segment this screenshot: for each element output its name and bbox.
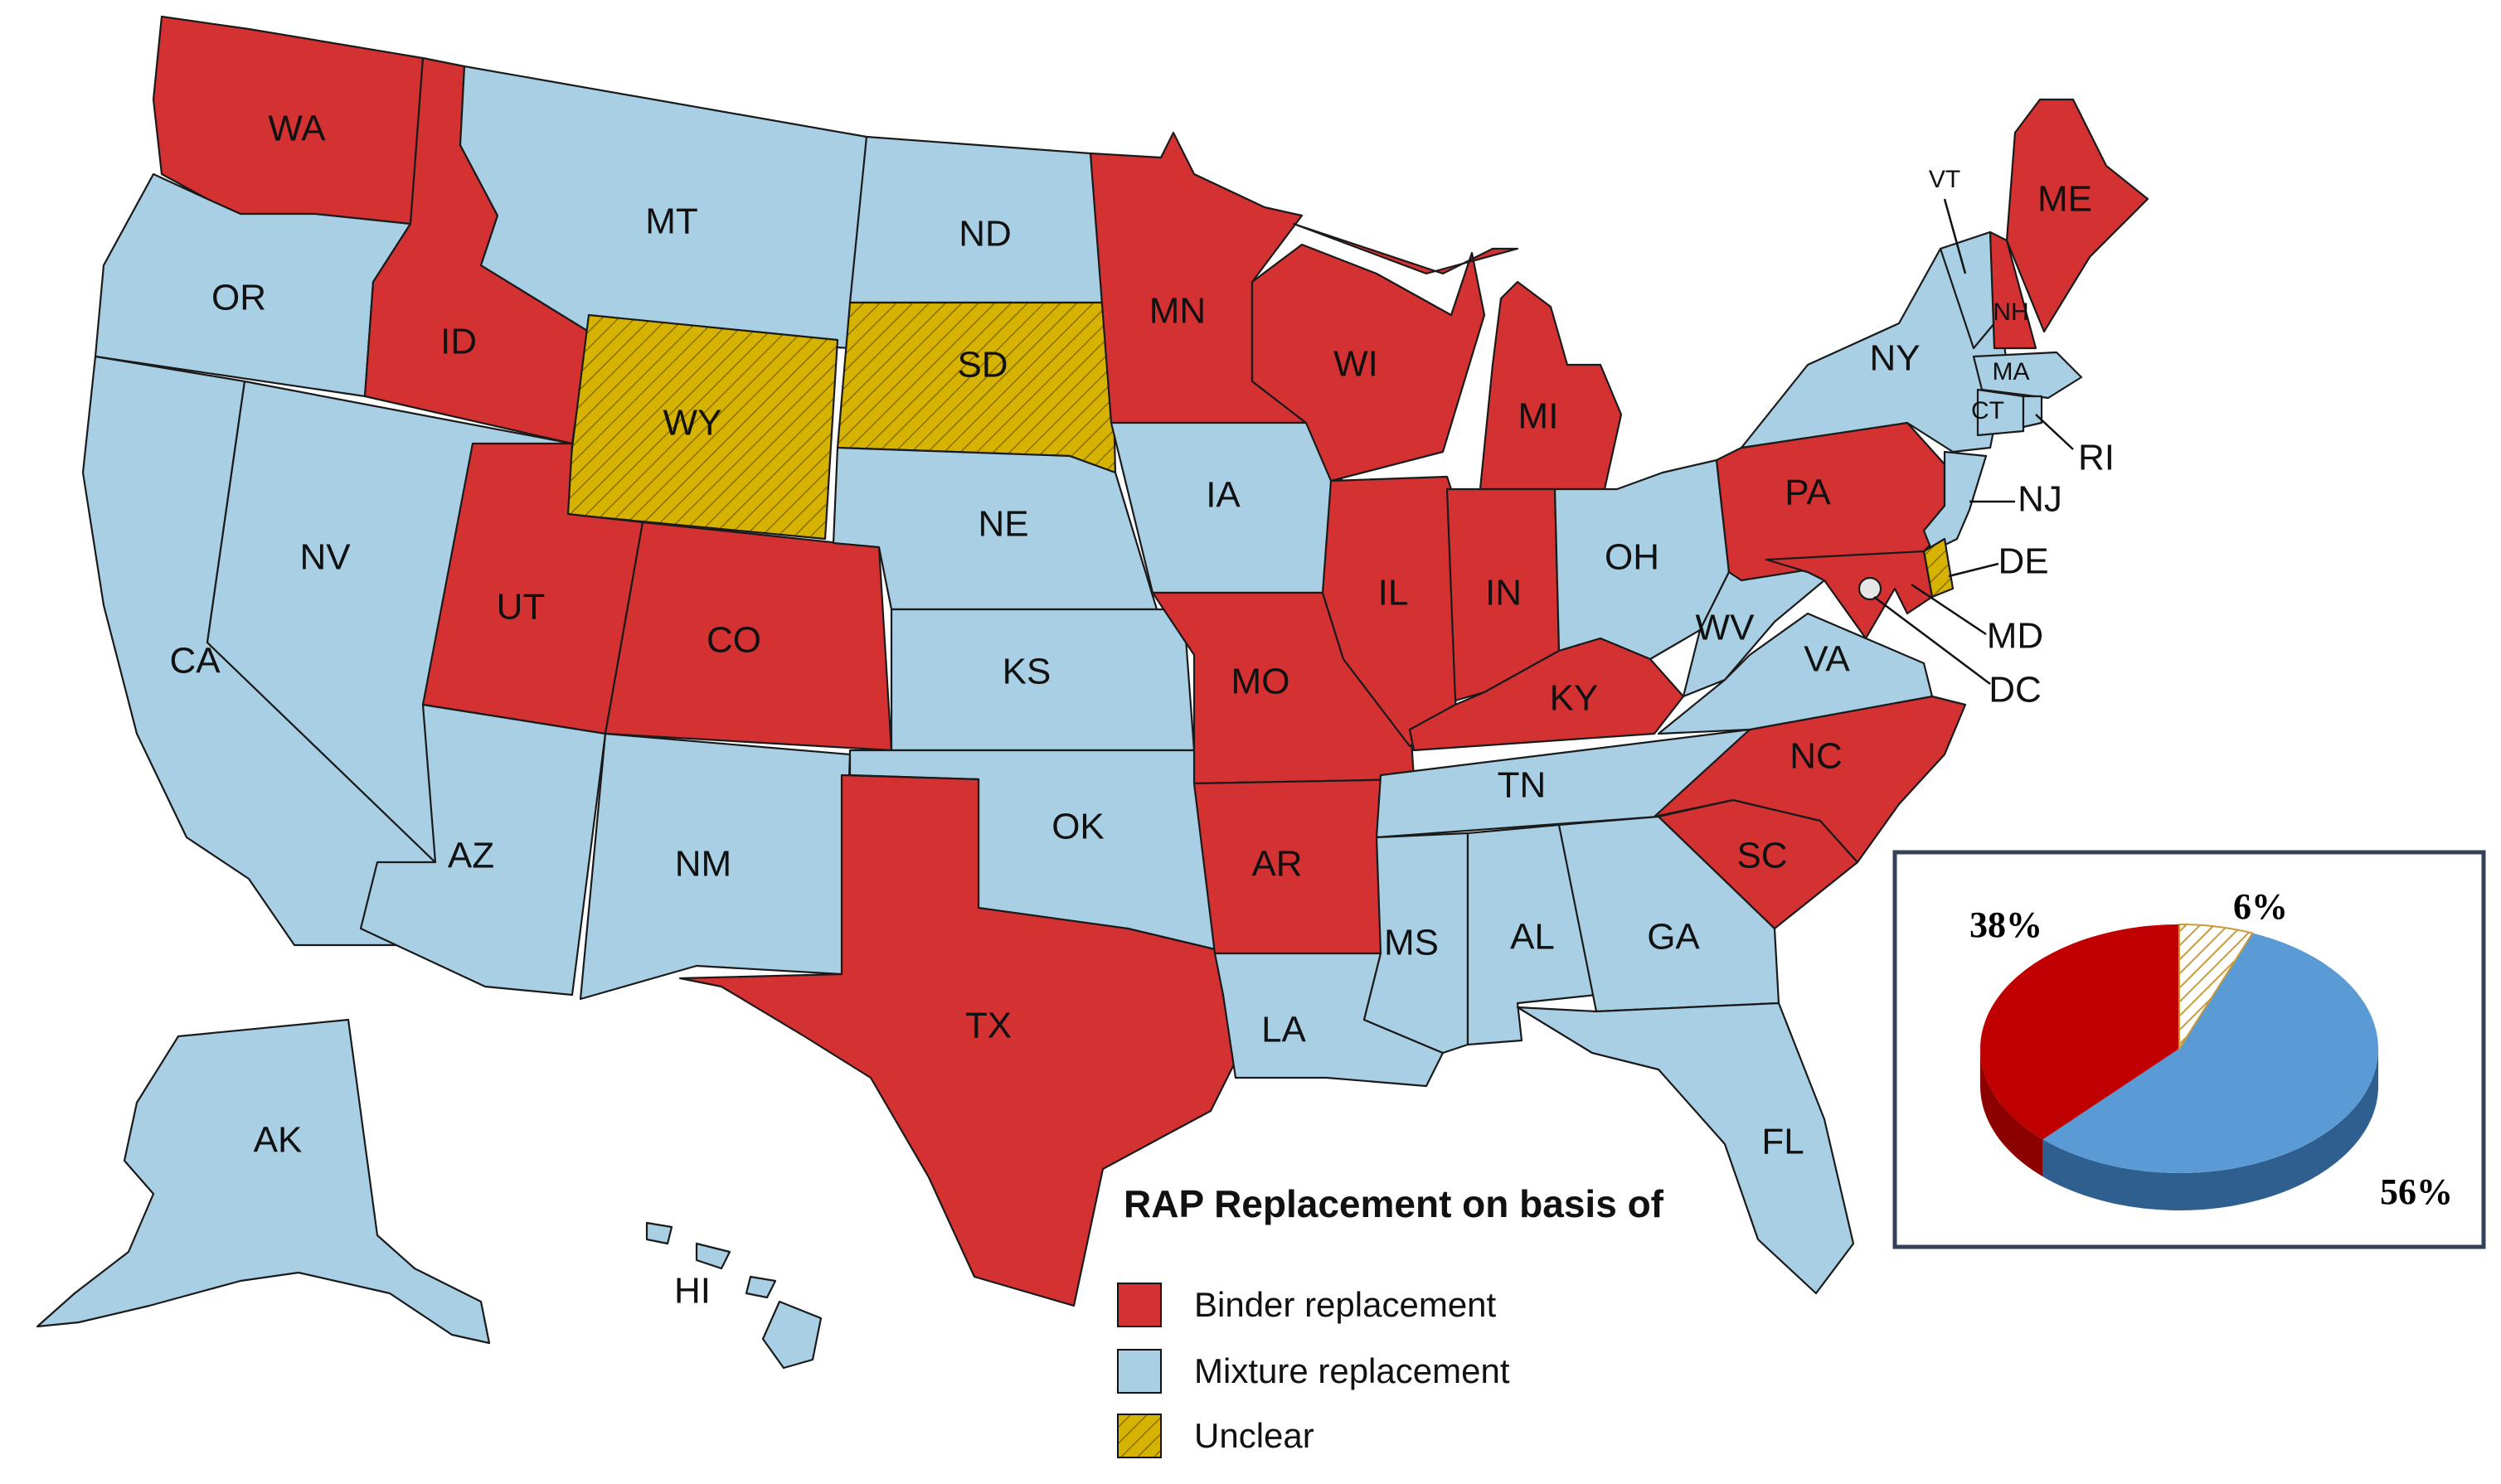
label-NJ: NJ bbox=[2018, 479, 2062, 520]
label-HI: HI bbox=[674, 1271, 711, 1312]
state-MI-upper bbox=[1292, 222, 1519, 275]
state-SD bbox=[836, 301, 1117, 474]
label-IN: IN bbox=[1485, 573, 1522, 613]
label-FL: FL bbox=[1761, 1122, 1804, 1162]
label-KS: KS bbox=[1003, 652, 1051, 692]
label-AK: AK bbox=[254, 1120, 303, 1161]
label-NE: NE bbox=[978, 504, 1028, 545]
label-MS: MS bbox=[1384, 923, 1439, 963]
label-CA: CA bbox=[169, 641, 221, 681]
label-MD: MD bbox=[1987, 616, 2043, 657]
label-WY: WY bbox=[663, 403, 722, 444]
label-ND: ND bbox=[959, 214, 1012, 255]
label-TN: TN bbox=[1498, 765, 1547, 806]
pie-label-mixture: 56% bbox=[2380, 1171, 2453, 1212]
pie-slice-mixture bbox=[2042, 933, 2379, 1174]
legend-label-unclear: Unclear bbox=[1194, 1416, 1314, 1455]
leader-DE bbox=[1948, 562, 1999, 578]
legend-title: RAP Replacement on basis of bbox=[1124, 1182, 1664, 1225]
label-MI: MI bbox=[1518, 396, 1559, 437]
pie-slice-unclear bbox=[2178, 923, 2254, 1052]
label-NV: NV bbox=[299, 537, 351, 578]
label-KY: KY bbox=[1550, 678, 1599, 719]
label-ID: ID bbox=[440, 322, 477, 362]
label-IL: IL bbox=[1378, 573, 1409, 613]
state-KS bbox=[890, 608, 1196, 752]
label-AR: AR bbox=[1251, 844, 1302, 885]
states-layer bbox=[36, 15, 2149, 1370]
label-MT: MT bbox=[645, 201, 698, 242]
pie-side-binder bbox=[1980, 1049, 2043, 1177]
legend-label-binder: Binder replacement bbox=[1194, 1285, 1497, 1324]
leader-DC bbox=[1873, 596, 1991, 685]
label-VT: VT bbox=[1929, 166, 1960, 193]
labels-layer: WA OR CA ID NV MT WY UT CO AZ NM ND SD N… bbox=[169, 109, 2115, 1312]
leader-VT bbox=[1943, 198, 1967, 274]
label-ME: ME bbox=[2037, 179, 2092, 220]
label-CO: CO bbox=[707, 620, 761, 661]
label-OK: OK bbox=[1051, 807, 1105, 847]
label-NY: NY bbox=[1869, 338, 1920, 379]
pie-slice-binder bbox=[1980, 924, 2179, 1140]
label-NH: NH bbox=[1993, 298, 2028, 326]
state-MI bbox=[1479, 280, 1623, 491]
label-RI: RI bbox=[2078, 438, 2115, 478]
legend-swatch-unclear bbox=[1117, 1414, 1162, 1458]
pie-side-mixture bbox=[2042, 1049, 2379, 1211]
state-DC bbox=[1858, 576, 1882, 601]
state-RI bbox=[2022, 395, 2043, 429]
label-SC: SC bbox=[1736, 836, 1787, 876]
state-HI bbox=[645, 1221, 823, 1370]
label-CT: CT bbox=[1971, 397, 2004, 424]
state-NM bbox=[579, 732, 852, 1001]
state-NH bbox=[1989, 230, 2037, 350]
label-DE: DE bbox=[1998, 541, 2048, 582]
label-OH: OH bbox=[1605, 537, 1659, 578]
label-DC: DC bbox=[1989, 670, 2042, 710]
label-IA: IA bbox=[1206, 475, 1241, 516]
label-WI: WI bbox=[1333, 344, 1378, 385]
label-UT: UT bbox=[497, 587, 546, 628]
label-NC: NC bbox=[1790, 736, 1843, 777]
label-SD: SD bbox=[957, 345, 1008, 386]
label-GA: GA bbox=[1647, 917, 1700, 958]
pie-label-unclear: 6% bbox=[2233, 886, 2288, 927]
state-AK bbox=[36, 1018, 491, 1345]
label-LA: LA bbox=[1261, 1010, 1306, 1050]
state-FL bbox=[1516, 1001, 1855, 1295]
label-AZ: AZ bbox=[448, 836, 494, 876]
label-TX: TX bbox=[965, 1006, 1012, 1046]
label-WA: WA bbox=[268, 109, 326, 149]
pie-chart-inset: 38% 56% 6% bbox=[1892, 850, 2486, 1249]
leader-MD bbox=[1911, 583, 1987, 636]
state-GA bbox=[1557, 815, 1780, 1013]
state-AZ bbox=[359, 703, 607, 997]
state-TX bbox=[678, 774, 1237, 1307]
legend-swatch-mixture bbox=[1117, 1349, 1162, 1394]
label-MO: MO bbox=[1231, 662, 1290, 702]
label-MN: MN bbox=[1149, 291, 1206, 332]
label-VA: VA bbox=[1804, 639, 1850, 680]
legend: RAP Replacement on basis of Binder repla… bbox=[1117, 1182, 1664, 1458]
leader-RI bbox=[2035, 414, 2074, 450]
state-WI bbox=[1250, 243, 1486, 483]
label-WV: WV bbox=[1696, 608, 1756, 648]
label-NM: NM bbox=[675, 844, 731, 885]
legend-label-mixture: Mixture replacement bbox=[1194, 1351, 1510, 1390]
state-MA bbox=[1972, 351, 2083, 400]
state-ME bbox=[2005, 98, 2149, 333]
state-MD bbox=[1765, 550, 1934, 640]
label-AL: AL bbox=[1510, 917, 1555, 958]
state-KY bbox=[1408, 637, 1685, 752]
legend-swatch-binder bbox=[1117, 1283, 1162, 1327]
label-OR: OR bbox=[211, 278, 266, 318]
label-PA: PA bbox=[1785, 473, 1831, 513]
state-CT bbox=[1976, 388, 2025, 437]
pie-chart bbox=[1980, 923, 2379, 1211]
pie-label-binder: 38% bbox=[1969, 904, 2042, 945]
label-MA: MA bbox=[1993, 358, 2030, 386]
